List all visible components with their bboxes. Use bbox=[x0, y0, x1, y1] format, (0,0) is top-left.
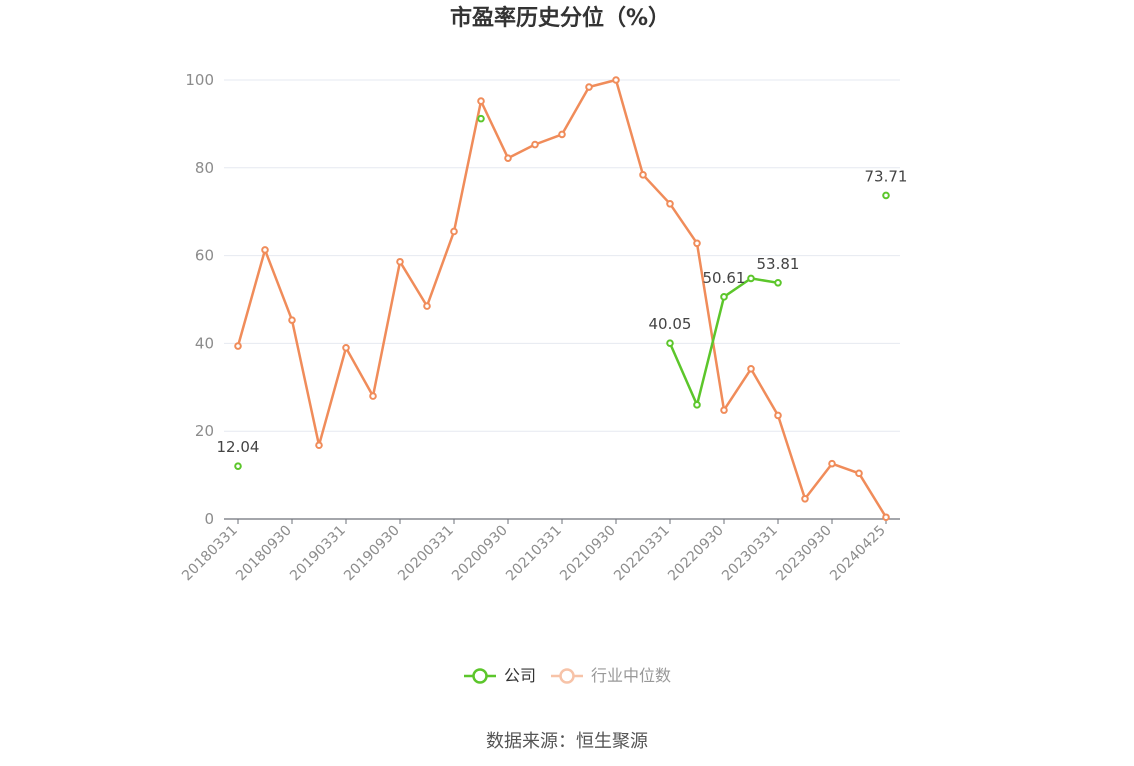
x-tick-label: 20190331 bbox=[287, 523, 349, 585]
data-point[interactable] bbox=[801, 495, 809, 503]
series-industry-median bbox=[234, 76, 890, 522]
x-tick-label: 20210930 bbox=[557, 523, 619, 585]
data-point[interactable] bbox=[477, 97, 485, 105]
source-note: 数据来源：恒生聚源 bbox=[486, 731, 648, 752]
data-point[interactable] bbox=[828, 459, 836, 468]
series-line bbox=[236, 78, 888, 518]
data-label: 12.04 bbox=[217, 438, 260, 456]
legend-marker-icon bbox=[472, 668, 488, 684]
data-point[interactable] bbox=[423, 302, 431, 310]
y-tick-label: 40 bbox=[195, 334, 214, 352]
data-point[interactable] bbox=[747, 365, 755, 373]
x-tick-label: 20220930 bbox=[665, 523, 727, 585]
legend-item-company[interactable]: 公司 bbox=[464, 666, 536, 685]
data-point[interactable] bbox=[369, 392, 377, 400]
legend-label-company: 公司 bbox=[504, 666, 536, 685]
x-tick-label: 20230331 bbox=[719, 523, 781, 585]
grid-lines bbox=[224, 79, 900, 432]
data-point[interactable] bbox=[882, 191, 890, 200]
data-point[interactable] bbox=[234, 462, 242, 470]
y-tick-label: 100 bbox=[185, 71, 214, 89]
data-point[interactable] bbox=[234, 342, 242, 350]
data-point[interactable] bbox=[693, 239, 701, 248]
x-axis: 2018033120180930201903312019093020200331… bbox=[179, 518, 900, 585]
legend-marker-icon bbox=[559, 668, 575, 684]
y-tick-label: 60 bbox=[195, 247, 214, 265]
x-tick-label: 20240425 bbox=[827, 523, 889, 585]
data-point[interactable] bbox=[666, 199, 674, 208]
x-tick-label: 20230930 bbox=[773, 523, 835, 585]
data-point[interactable] bbox=[396, 257, 404, 266]
data-point[interactable] bbox=[693, 401, 701, 409]
data-label: 40.05 bbox=[649, 315, 692, 333]
data-point[interactable] bbox=[882, 513, 890, 522]
chart-title: 市盈率历史分位（%） bbox=[450, 5, 670, 31]
x-tick-label: 20180331 bbox=[179, 523, 241, 585]
data-point[interactable] bbox=[666, 339, 674, 347]
data-point[interactable] bbox=[639, 171, 647, 179]
data-label: 50.61 bbox=[703, 269, 746, 287]
data-point[interactable] bbox=[585, 83, 593, 91]
data-point[interactable] bbox=[315, 441, 323, 450]
x-tick-label: 20220331 bbox=[611, 523, 673, 585]
data-point[interactable] bbox=[288, 316, 296, 324]
x-tick-label: 20180930 bbox=[233, 523, 295, 585]
y-tick-label: 0 bbox=[204, 510, 214, 528]
data-point[interactable] bbox=[774, 278, 782, 287]
series-company bbox=[234, 114, 890, 470]
data-point[interactable] bbox=[504, 154, 512, 162]
data-point[interactable] bbox=[531, 140, 539, 149]
y-tick-label: 80 bbox=[195, 159, 214, 177]
data-point[interactable] bbox=[450, 227, 458, 236]
data-point[interactable] bbox=[774, 411, 782, 420]
x-tick-label: 20210331 bbox=[503, 523, 565, 585]
data-point[interactable] bbox=[720, 293, 728, 301]
x-tick-label: 20200331 bbox=[395, 523, 457, 585]
data-point[interactable] bbox=[558, 130, 566, 139]
data-point[interactable] bbox=[477, 114, 485, 123]
y-tick-label: 20 bbox=[195, 422, 214, 440]
data-label: 73.71 bbox=[865, 167, 908, 185]
data-point[interactable] bbox=[855, 469, 863, 478]
series-layer bbox=[234, 76, 890, 522]
x-tick-label: 20200930 bbox=[449, 523, 511, 585]
legend-item-industry[interactable]: 行业中位数 bbox=[551, 666, 671, 685]
data-point[interactable] bbox=[612, 76, 620, 84]
data-labels: 12.04 40.05 50.61 53.81 73.71 bbox=[217, 167, 908, 456]
data-point[interactable] bbox=[261, 246, 269, 254]
legend-label-industry: 行业中位数 bbox=[591, 666, 671, 685]
data-point[interactable] bbox=[747, 274, 755, 283]
data-label: 53.81 bbox=[757, 255, 800, 273]
data-point[interactable] bbox=[342, 343, 350, 352]
legend[interactable]: 公司 行业中位数 bbox=[464, 666, 671, 685]
y-axis: 0 20 40 60 80 100 bbox=[185, 71, 214, 528]
data-point[interactable] bbox=[720, 406, 728, 414]
x-tick-label: 20190930 bbox=[341, 523, 403, 585]
